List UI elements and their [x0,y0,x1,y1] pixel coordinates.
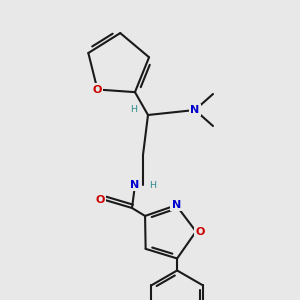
Text: H: H [149,181,157,190]
Text: N: N [190,105,200,115]
Text: H: H [130,106,137,115]
Text: O: O [93,85,102,94]
Text: O: O [95,195,105,205]
Text: N: N [172,200,181,210]
Text: N: N [130,180,140,190]
Text: O: O [195,226,205,236]
